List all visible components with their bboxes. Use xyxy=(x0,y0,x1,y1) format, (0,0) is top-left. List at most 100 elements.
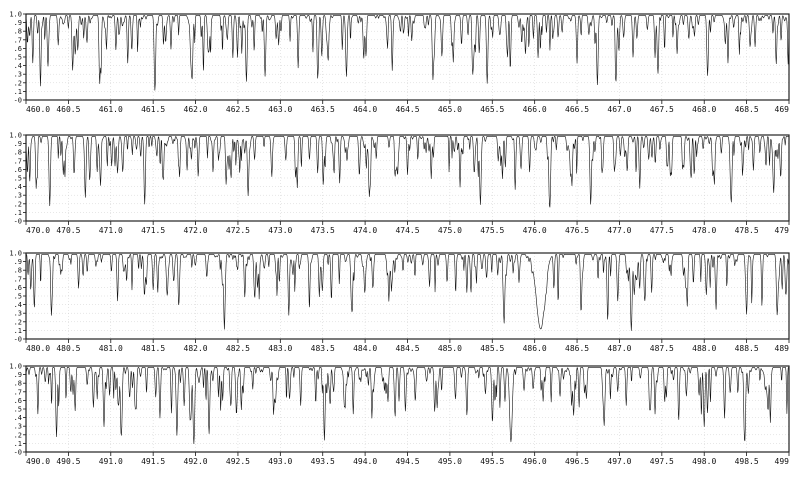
x-tick-label: 499 xyxy=(775,457,790,466)
y-tick-label: .5 xyxy=(14,54,22,62)
x-tick-label: 488.5 xyxy=(735,344,759,353)
x-tick-label: 497.0 xyxy=(607,457,631,466)
x-tick-label: 481.0 xyxy=(99,344,123,353)
x-tick-label: 478.0 xyxy=(692,226,716,235)
y-tick-label: 1.0 xyxy=(9,250,22,258)
x-tick-label: 480.0 xyxy=(26,344,50,353)
y-tick-label: .9 xyxy=(14,140,22,148)
y-tick-label: 1.0 xyxy=(9,11,22,19)
x-tick-label: 462.5 xyxy=(226,105,250,114)
spectrum-line xyxy=(25,253,790,331)
y-tick-label: .1 xyxy=(14,440,22,448)
y-tick-label: .9 xyxy=(14,19,22,27)
x-tick-label: 463.5 xyxy=(311,105,335,114)
x-tick-label: 471.0 xyxy=(99,226,123,235)
x-tick-label: 493.5 xyxy=(311,457,335,466)
x-tick-label: 487.5 xyxy=(650,344,674,353)
x-tick-label: 482.5 xyxy=(226,344,250,353)
x-tick-label: 466.5 xyxy=(565,105,589,114)
y-tick-label: .5 xyxy=(14,293,22,301)
x-tick-label: 483.5 xyxy=(311,344,335,353)
x-tick-label: 496.0 xyxy=(523,457,547,466)
y-tick-label: .2 xyxy=(14,318,22,326)
y-tick-label: .8 xyxy=(14,28,22,36)
x-tick-label: 486.5 xyxy=(565,344,589,353)
plot-frame xyxy=(25,134,790,222)
x-tick-label: 465.5 xyxy=(480,105,504,114)
y-tick-label: .6 xyxy=(14,166,22,174)
y-tick-label: -0 xyxy=(14,449,22,457)
x-tick-label: 470.5 xyxy=(56,226,80,235)
y-tick-label: .7 xyxy=(14,275,22,283)
y-tick-label: .9 xyxy=(14,258,22,266)
x-tick-label: 485.0 xyxy=(438,344,462,353)
x-tick-label: 498.5 xyxy=(735,457,759,466)
x-tick-label: 469 xyxy=(775,105,790,114)
x-tick-label: 491.5 xyxy=(141,457,165,466)
x-tick-label: 472.0 xyxy=(184,226,208,235)
x-tick-label: 473.0 xyxy=(268,226,292,235)
y-tick-label: .4 xyxy=(14,183,22,191)
x-tick-label: 492.5 xyxy=(226,457,250,466)
y-tick-label: .3 xyxy=(14,423,22,431)
y-tick-label: .6 xyxy=(14,397,22,405)
plot-frame xyxy=(25,365,790,453)
y-tick-label: -0 xyxy=(14,97,22,105)
x-tick-label: 495.0 xyxy=(438,457,462,466)
x-tick-label: 477.0 xyxy=(607,226,631,235)
plot-frame xyxy=(25,13,790,101)
x-tick-label: 494.0 xyxy=(353,457,377,466)
x-tick-label: 467.5 xyxy=(650,105,674,114)
x-tick-label: 480.5 xyxy=(56,344,80,353)
x-tick-label: 468.0 xyxy=(692,105,716,114)
y-tick-label: .7 xyxy=(14,157,22,165)
x-tick-label: 488.0 xyxy=(692,344,716,353)
y-tick-label: 1.0 xyxy=(9,132,22,140)
x-tick-label: 482.0 xyxy=(184,344,208,353)
y-tick-label: .1 xyxy=(14,209,22,217)
x-tick-label: 474.5 xyxy=(395,226,419,235)
x-tick-label: 461.5 xyxy=(141,105,165,114)
x-tick-label: 466.0 xyxy=(523,105,547,114)
x-tick-label: 463.0 xyxy=(268,105,292,114)
x-tick-label: 486.0 xyxy=(523,344,547,353)
x-tick-label: 476.0 xyxy=(523,226,547,235)
plot-frame xyxy=(25,252,790,340)
x-tick-label: 490.5 xyxy=(56,457,80,466)
panel-2: 1.0.9.8.7.6.5.4.3.2.1-0 470.0 470.5 471.0 47… xyxy=(9,132,790,235)
x-tick-label: 465.0 xyxy=(438,105,462,114)
y-tick-label: 1.0 xyxy=(9,363,22,371)
panel-1: 1.0.9.8.7.6.5.4.3.2.1-0 460.0 460.5 461.0 46… xyxy=(9,11,790,114)
x-tick-label: 461.0 xyxy=(99,105,123,114)
y-tick-label: .1 xyxy=(14,88,22,96)
y-tick-label: .2 xyxy=(14,200,22,208)
x-tick-label: 487.0 xyxy=(607,344,631,353)
y-tick-label: .6 xyxy=(14,45,22,53)
x-tick-label: 474.0 xyxy=(353,226,377,235)
x-tick-label: 468.5 xyxy=(735,105,759,114)
x-tick-label: 472.5 xyxy=(226,226,250,235)
x-tick-label: 490.0 xyxy=(26,457,50,466)
y-tick-label: .3 xyxy=(14,310,22,318)
y-tick-label: .1 xyxy=(14,327,22,335)
y-tick-label: .8 xyxy=(14,149,22,157)
x-tick-label: 473.5 xyxy=(311,226,335,235)
y-tick-label: .5 xyxy=(14,175,22,183)
spectrum-line xyxy=(25,135,789,208)
x-tick-label: 475.5 xyxy=(480,226,504,235)
spectrum-line xyxy=(25,366,790,445)
y-tick-label: .2 xyxy=(14,431,22,439)
x-tick-label: 471.5 xyxy=(141,226,165,235)
x-tick-label: 493.0 xyxy=(268,457,292,466)
y-tick-label: .7 xyxy=(14,388,22,396)
x-tick-label: 484.0 xyxy=(353,344,377,353)
x-tick-label: 462.0 xyxy=(184,105,208,114)
x-tick-label: 477.5 xyxy=(650,226,674,235)
y-tick-label: .3 xyxy=(14,71,22,79)
panel-3: 1.0.9.8.7.6.5.4.3.2.1-0 480.0 480.5 481.0 48… xyxy=(9,250,790,353)
x-tick-label: 484.5 xyxy=(395,344,419,353)
x-tick-label: 478.5 xyxy=(735,226,759,235)
x-tick-label: 492.0 xyxy=(184,457,208,466)
x-tick-label: 464.5 xyxy=(395,105,419,114)
